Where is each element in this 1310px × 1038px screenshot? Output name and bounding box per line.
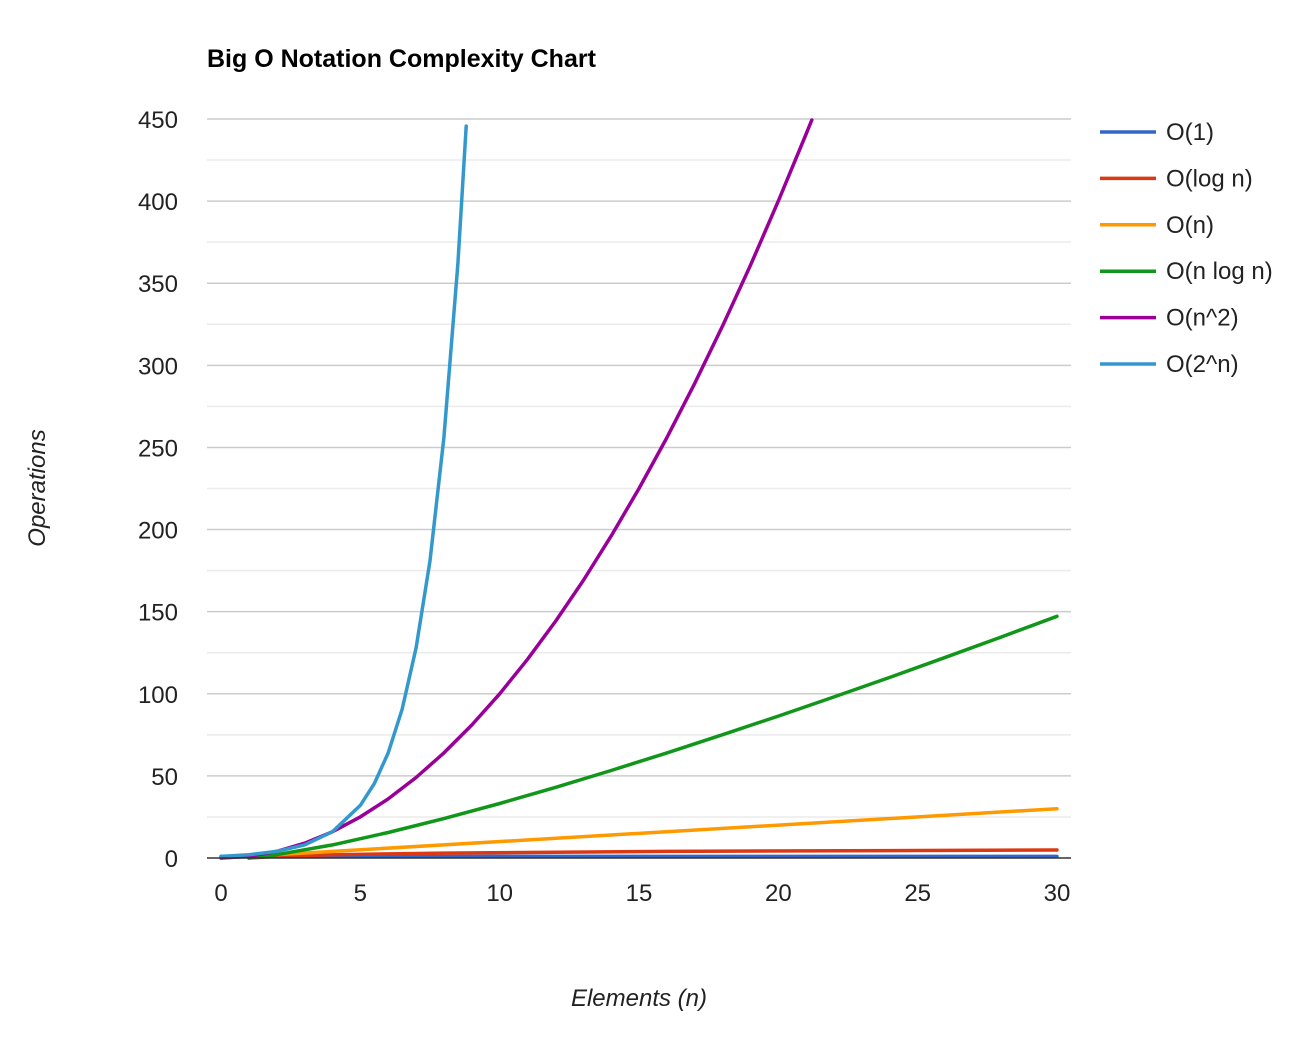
y-tick-label: 50	[151, 764, 178, 791]
legend-label: O(1)	[1166, 119, 1214, 146]
legend-label: O(log n)	[1166, 165, 1253, 192]
x-tick-label: 20	[765, 880, 792, 907]
y-tick-label: 400	[138, 189, 178, 216]
x-tick-label: 0	[214, 880, 227, 907]
y-tick-label: 150	[138, 600, 178, 627]
x-axis-ticks: 0 5 10 15 20 25 30	[214, 880, 1070, 907]
legend-label: O(2^n)	[1166, 351, 1239, 378]
gridlines	[207, 118, 1071, 818]
x-tick-label: 25	[904, 880, 931, 907]
y-tick-label: 100	[138, 682, 178, 709]
x-tick-label: 10	[486, 880, 513, 907]
y-tick-label: 350	[138, 271, 178, 298]
legend-label: O(n)	[1166, 212, 1214, 239]
y-tick-label: 250	[138, 435, 178, 462]
series-line-6	[219, 124, 468, 859]
x-axis-label: Elements (n)	[571, 985, 707, 1012]
plot-area	[219, 118, 1059, 860]
series-line-3	[219, 806, 1059, 860]
x-tick-label: 5	[354, 880, 367, 907]
y-tick-label: 300	[138, 353, 178, 380]
y-tick-label: 450	[138, 107, 178, 134]
x-tick-label: 30	[1044, 880, 1071, 907]
legend-label: O(n log n)	[1166, 258, 1273, 285]
legend-label: O(n^2)	[1166, 305, 1239, 332]
series-line-4	[247, 614, 1059, 860]
x-tick-label: 15	[626, 880, 653, 907]
y-tick-label: 0	[165, 846, 178, 873]
legend: O(1) O(log n) O(n) O(n log n) O(n^2) O(2^n)	[1100, 119, 1273, 378]
y-axis-label: Operations	[24, 429, 51, 546]
chart-title: Big O Notation Complexity Chart	[207, 45, 597, 73]
y-axis-ticks: 0 50 100 150 200 250 300 350 400 450	[138, 107, 178, 873]
y-tick-label: 200	[138, 518, 178, 545]
